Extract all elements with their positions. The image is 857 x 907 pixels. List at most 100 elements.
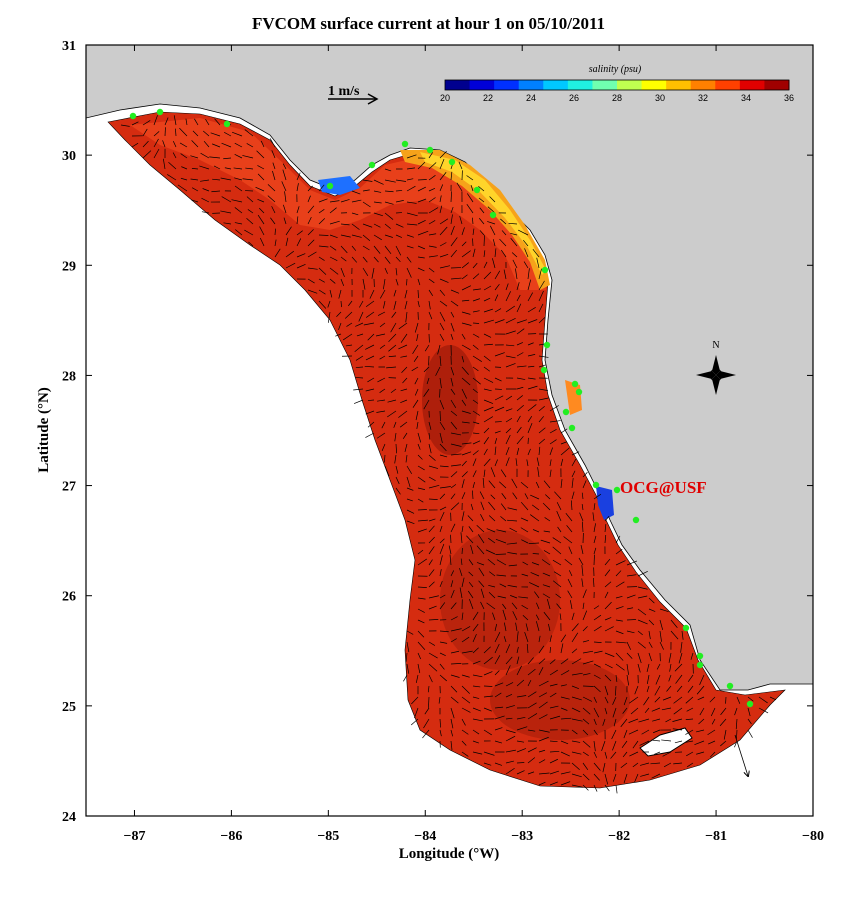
current-vector bbox=[340, 223, 350, 226]
current-vector bbox=[615, 560, 626, 566]
current-vector bbox=[516, 282, 520, 291]
current-vector bbox=[499, 481, 507, 489]
current-vector bbox=[439, 333, 445, 341]
current-vector bbox=[384, 267, 388, 274]
current-vector bbox=[414, 377, 419, 385]
current-vector bbox=[500, 469, 507, 478]
current-vector bbox=[531, 504, 540, 511]
current-vector bbox=[483, 235, 485, 247]
current-vector bbox=[694, 740, 705, 746]
current-vector bbox=[637, 595, 648, 599]
current-vector bbox=[428, 476, 436, 481]
current-vector bbox=[373, 201, 382, 204]
current-vector bbox=[363, 322, 375, 326]
current-vector bbox=[593, 650, 603, 654]
current-vector bbox=[490, 494, 496, 500]
current-vector bbox=[620, 718, 628, 728]
current-vector bbox=[512, 259, 518, 269]
current-vector bbox=[327, 300, 331, 308]
current-vector bbox=[386, 366, 397, 369]
current-vector bbox=[373, 245, 381, 254]
current-vector bbox=[496, 574, 507, 577]
current-vector bbox=[483, 656, 493, 665]
current-vector bbox=[538, 692, 548, 698]
current-vector bbox=[634, 685, 639, 695]
current-vector bbox=[283, 217, 287, 225]
figure-title: FVCOM surface current at hour 1 on 05/10… bbox=[251, 14, 606, 33]
current-vector bbox=[365, 300, 375, 308]
x-tick-label: −85 bbox=[317, 829, 339, 844]
colorbar-swatch bbox=[592, 80, 618, 90]
current-vector bbox=[428, 663, 438, 672]
current-vector bbox=[450, 740, 453, 751]
current-vector bbox=[593, 696, 597, 703]
current-vector bbox=[373, 212, 384, 217]
current-vector bbox=[472, 729, 480, 735]
current-vector bbox=[384, 234, 393, 238]
current-vector bbox=[571, 612, 575, 621]
current-vector bbox=[659, 630, 662, 642]
current-vector bbox=[483, 751, 495, 756]
current-vector bbox=[224, 167, 232, 170]
current-vector bbox=[511, 602, 518, 610]
current-vector bbox=[428, 641, 436, 646]
plot-frame bbox=[85, 44, 814, 817]
current-vector bbox=[516, 646, 519, 654]
current-vector bbox=[571, 718, 583, 722]
current-vector bbox=[428, 278, 435, 284]
current-vector bbox=[549, 646, 551, 654]
current-vector bbox=[560, 670, 570, 676]
current-vector bbox=[494, 727, 503, 731]
current-vector bbox=[639, 740, 650, 746]
current-vector bbox=[340, 199, 350, 203]
current-vector bbox=[690, 652, 694, 660]
current-vector bbox=[530, 572, 540, 577]
current-vector bbox=[340, 245, 348, 254]
current-vector bbox=[377, 377, 386, 383]
current-vector bbox=[403, 674, 408, 682]
current-vector bbox=[565, 512, 573, 522]
x-tick-label: −82 bbox=[608, 829, 630, 844]
current-vector bbox=[472, 273, 480, 280]
station-marker bbox=[575, 388, 583, 396]
current-vector bbox=[422, 729, 430, 739]
current-vector bbox=[494, 740, 503, 744]
current-vector bbox=[282, 163, 287, 170]
current-vector bbox=[450, 377, 454, 387]
current-vector bbox=[560, 634, 567, 643]
current-vector bbox=[494, 632, 501, 643]
current-vector bbox=[461, 262, 469, 269]
current-vector bbox=[527, 416, 533, 423]
current-vector bbox=[172, 152, 177, 159]
current-vector bbox=[307, 216, 312, 225]
current-vector bbox=[406, 520, 415, 525]
current-vector bbox=[131, 142, 139, 148]
current-vector bbox=[593, 605, 600, 610]
current-vector bbox=[593, 547, 597, 555]
current-vector bbox=[538, 749, 546, 753]
current-vector bbox=[244, 129, 254, 137]
current-vector bbox=[450, 388, 456, 395]
current-vector bbox=[296, 216, 299, 225]
current-vector bbox=[483, 427, 490, 434]
current-vector bbox=[362, 201, 371, 208]
current-vector bbox=[547, 599, 551, 610]
current-vector bbox=[615, 784, 618, 794]
current-vector bbox=[200, 152, 210, 159]
current-vector bbox=[461, 355, 465, 363]
current-vector bbox=[203, 140, 210, 148]
current-vector bbox=[450, 410, 458, 417]
current-vector bbox=[497, 595, 507, 599]
current-vector bbox=[483, 308, 493, 313]
current-vector bbox=[318, 209, 325, 214]
current-vector bbox=[461, 241, 467, 247]
current-vector bbox=[412, 344, 419, 355]
current-vector bbox=[476, 525, 485, 533]
current-vector bbox=[528, 542, 540, 545]
current-vector bbox=[516, 716, 526, 720]
current-vector bbox=[490, 467, 496, 478]
current-vector bbox=[383, 278, 386, 290]
current-vector bbox=[696, 729, 705, 733]
current-vector bbox=[549, 405, 559, 412]
current-vector bbox=[356, 333, 364, 337]
